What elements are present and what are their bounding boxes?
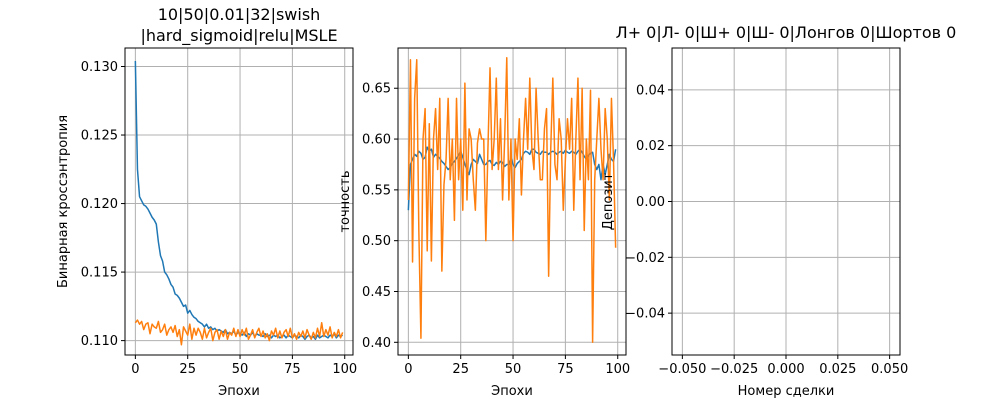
y-tick-label: 0.110 [81,334,118,349]
x-tick-label: 100 [605,362,630,377]
y-tick-label: 0.55 [362,183,391,198]
chart-title: 10|50|0.01|32|swish |hard_sigmoid|relu|MS… [140,5,337,46]
x-tick-label: 0.000 [767,362,804,377]
x-tick-label: 25 [452,362,469,377]
x-tick-label: 75 [284,362,301,377]
y-tick-label: −0.04 [625,307,665,322]
x-axis-label: Эпохи [218,384,260,399]
y-tick-label: 0.40 [362,336,391,351]
x-tick-label: −0.025 [710,362,758,377]
x-tick-label: 0 [404,362,412,377]
x-axis-label: Номер сделки [738,384,835,399]
y-tick-label: −0.02 [625,251,665,266]
x-axis-label: Эпохи [491,384,533,399]
y-tick-label: 0.45 [362,285,391,300]
y-tick-label: 0.02 [636,139,665,154]
axes-frame [124,47,354,356]
chart-panel-2: 0 25 50 75 100 0.40 0.45 0.50 0.55 0.60 0.65 Эпохи т… [338,47,630,399]
series-line-1 [134,61,344,340]
y-tick-label: 0.50 [362,234,391,249]
x-tick-label: 0.025 [819,362,856,377]
chart-title: Л+ 0|Л- 0|Ш+ 0|Ш- 0|Лонгов 0|Шортов 0 [616,23,957,42]
x-tick-label: 25 [179,362,196,377]
y-axis-label: точность [338,170,353,232]
x-tick-label: 50 [232,362,249,377]
y-tick-label: 0.65 [362,82,391,97]
x-tick-label: −0.050 [658,362,706,377]
y-tick-label: 0.120 [81,197,118,212]
x-tick-label: 100 [332,362,357,377]
y-tick-label: 0.115 [81,266,118,281]
y-tick-label: 0.00 [636,195,665,210]
axes-frame [397,47,627,356]
y-axis-label: Депозит [601,172,616,230]
chart-panel-3: −0.050 −0.025 0.000 0.025 0.050 −0.04 −0.02 0.0… [601,23,956,399]
y-tick-label: 0.125 [81,129,118,144]
x-tick-label: 50 [505,362,522,377]
y-tick-label: 0.04 [636,83,665,98]
y-axis-label: Бинарная кроссэнтропия [56,115,71,288]
y-tick-label: 0.60 [362,133,391,148]
x-tick-label: 75 [557,362,574,377]
y-tick-label: 0.130 [81,60,118,75]
series-line-2 [134,319,344,346]
x-tick-label: 0.050 [871,362,908,377]
x-tick-label: 0 [131,362,139,377]
chart-panel-1: 0 25 50 75 100 0.110 0.115 0.120 0.125 0.130 Эпохи… [56,5,357,399]
series-line-2 [407,57,617,344]
